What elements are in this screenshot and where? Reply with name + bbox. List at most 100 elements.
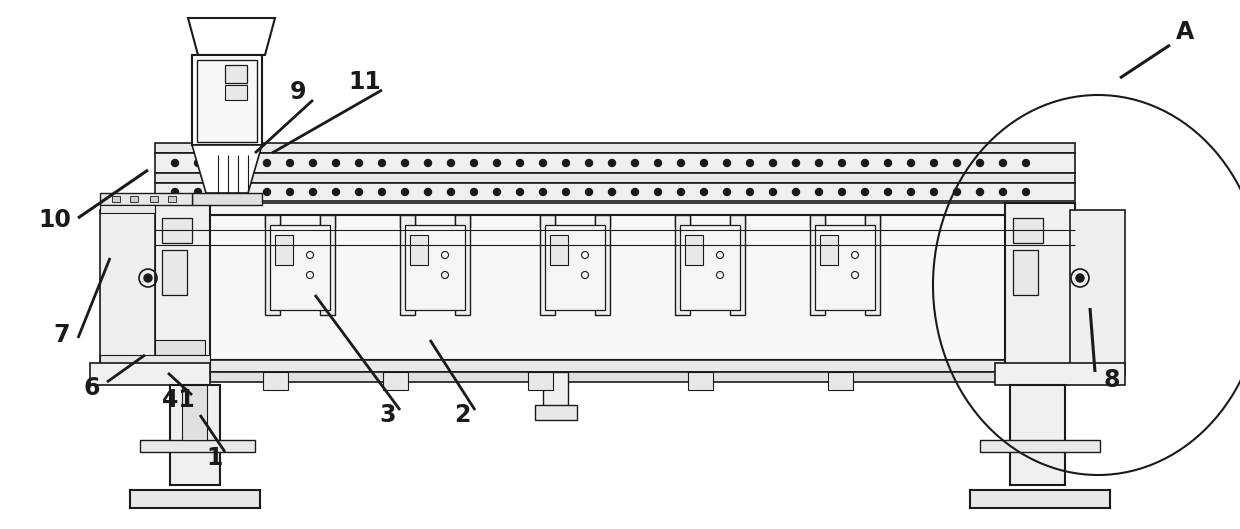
- Circle shape: [930, 160, 937, 167]
- Circle shape: [746, 160, 754, 167]
- Circle shape: [677, 160, 684, 167]
- Bar: [155, 203, 1075, 215]
- Circle shape: [356, 160, 362, 167]
- Bar: [197, 60, 257, 142]
- Circle shape: [402, 188, 408, 196]
- Bar: [224, 85, 247, 100]
- Bar: [155, 372, 1075, 382]
- Bar: [675, 215, 689, 315]
- Circle shape: [954, 160, 961, 167]
- Bar: [100, 205, 155, 213]
- Bar: [192, 55, 262, 145]
- Bar: [167, 196, 176, 202]
- Circle shape: [563, 188, 569, 196]
- Circle shape: [539, 188, 547, 196]
- Text: 7: 7: [53, 323, 71, 347]
- Bar: [595, 215, 610, 315]
- Circle shape: [1076, 274, 1084, 282]
- Bar: [810, 215, 825, 315]
- Circle shape: [884, 188, 892, 196]
- Bar: [534, 405, 577, 420]
- Circle shape: [677, 188, 684, 196]
- Circle shape: [448, 160, 455, 167]
- Bar: [970, 490, 1110, 508]
- Bar: [100, 210, 155, 375]
- Circle shape: [838, 160, 846, 167]
- Bar: [595, 215, 610, 227]
- Circle shape: [494, 188, 501, 196]
- Circle shape: [723, 188, 730, 196]
- Bar: [320, 215, 335, 227]
- Circle shape: [701, 188, 708, 196]
- Bar: [828, 372, 853, 390]
- Bar: [140, 440, 255, 452]
- Circle shape: [701, 160, 708, 167]
- Circle shape: [609, 188, 615, 196]
- Circle shape: [241, 188, 248, 196]
- Bar: [162, 250, 187, 295]
- Bar: [688, 372, 713, 390]
- Bar: [528, 372, 553, 390]
- Circle shape: [494, 160, 501, 167]
- Bar: [130, 196, 138, 202]
- Circle shape: [310, 160, 316, 167]
- Bar: [162, 218, 192, 243]
- Bar: [130, 490, 260, 508]
- Bar: [265, 215, 280, 227]
- Circle shape: [195, 160, 201, 167]
- Bar: [401, 215, 415, 227]
- Text: 1: 1: [207, 446, 223, 470]
- Bar: [1070, 210, 1125, 375]
- Bar: [155, 215, 1075, 360]
- Circle shape: [999, 160, 1007, 167]
- Bar: [100, 355, 210, 363]
- Bar: [730, 215, 745, 227]
- Circle shape: [563, 160, 569, 167]
- Bar: [1004, 203, 1075, 380]
- Bar: [455, 215, 470, 227]
- Circle shape: [217, 188, 224, 196]
- Text: 2: 2: [454, 403, 470, 427]
- Text: 6: 6: [84, 376, 100, 400]
- Circle shape: [1023, 188, 1029, 196]
- Bar: [155, 173, 1075, 183]
- Bar: [994, 363, 1125, 385]
- Bar: [150, 196, 157, 202]
- Circle shape: [884, 160, 892, 167]
- Circle shape: [930, 188, 937, 196]
- Circle shape: [999, 188, 1007, 196]
- Bar: [275, 235, 293, 265]
- Text: 9: 9: [290, 80, 306, 104]
- Circle shape: [585, 188, 593, 196]
- Circle shape: [517, 188, 523, 196]
- Bar: [1013, 250, 1038, 295]
- Bar: [100, 193, 192, 205]
- Text: 11: 11: [348, 70, 382, 94]
- Circle shape: [402, 160, 408, 167]
- Bar: [980, 440, 1100, 452]
- Polygon shape: [188, 18, 275, 55]
- Bar: [675, 215, 689, 227]
- Bar: [224, 65, 247, 83]
- Circle shape: [286, 160, 294, 167]
- Circle shape: [770, 160, 776, 167]
- Bar: [810, 215, 825, 227]
- Circle shape: [171, 160, 179, 167]
- Circle shape: [723, 160, 730, 167]
- Circle shape: [862, 188, 868, 196]
- Bar: [265, 215, 280, 315]
- Bar: [155, 203, 210, 380]
- Bar: [815, 225, 875, 310]
- Circle shape: [977, 188, 983, 196]
- Bar: [543, 372, 568, 407]
- Circle shape: [424, 160, 432, 167]
- Circle shape: [977, 160, 983, 167]
- Text: 8: 8: [1104, 368, 1120, 392]
- Circle shape: [792, 160, 800, 167]
- Circle shape: [332, 160, 340, 167]
- Bar: [546, 225, 605, 310]
- Bar: [1013, 218, 1043, 243]
- Circle shape: [770, 188, 776, 196]
- Circle shape: [144, 274, 153, 282]
- Circle shape: [908, 160, 915, 167]
